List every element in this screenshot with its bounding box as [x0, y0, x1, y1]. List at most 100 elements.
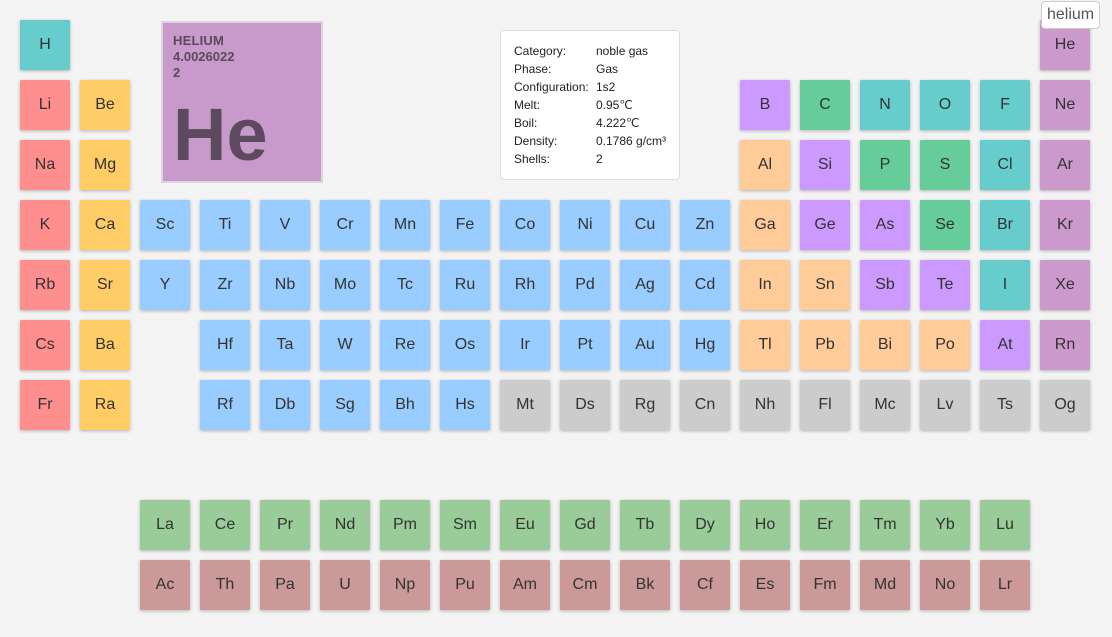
- element-tile-as[interactable]: As: [860, 200, 910, 250]
- element-tile-np[interactable]: Np: [380, 560, 430, 610]
- element-tile-dy[interactable]: Dy: [680, 500, 730, 550]
- element-tile-s[interactable]: S: [920, 140, 970, 190]
- element-tile-co[interactable]: Co: [500, 200, 550, 250]
- element-tile-v[interactable]: V: [260, 200, 310, 250]
- element-tile-w[interactable]: W: [320, 320, 370, 370]
- element-tile-ts[interactable]: Ts: [980, 380, 1030, 430]
- element-tile-cl[interactable]: Cl: [980, 140, 1030, 190]
- element-tile-f[interactable]: F: [980, 80, 1030, 130]
- element-tile-be[interactable]: Be: [80, 80, 130, 130]
- element-tile-ce[interactable]: Ce: [200, 500, 250, 550]
- element-tile-bk[interactable]: Bk: [620, 560, 670, 610]
- element-tile-mt[interactable]: Mt: [500, 380, 550, 430]
- element-tile-cd[interactable]: Cd: [680, 260, 730, 310]
- element-tile-no[interactable]: No: [920, 560, 970, 610]
- element-tile-ge[interactable]: Ge: [800, 200, 850, 250]
- element-tile-al[interactable]: Al: [740, 140, 790, 190]
- element-tile-la[interactable]: La: [140, 500, 190, 550]
- element-tile-cf[interactable]: Cf: [680, 560, 730, 610]
- element-tile-p[interactable]: P: [860, 140, 910, 190]
- element-tile-rb[interactable]: Rb: [20, 260, 70, 310]
- element-tile-nh[interactable]: Nh: [740, 380, 790, 430]
- element-tile-pm[interactable]: Pm: [380, 500, 430, 550]
- element-tile-u[interactable]: U: [320, 560, 370, 610]
- element-tile-rh[interactable]: Rh: [500, 260, 550, 310]
- element-tile-br[interactable]: Br: [980, 200, 1030, 250]
- element-tile-mc[interactable]: Mc: [860, 380, 910, 430]
- element-tile-ar[interactable]: Ar: [1040, 140, 1090, 190]
- element-tile-pa[interactable]: Pa: [260, 560, 310, 610]
- element-tile-yb[interactable]: Yb: [920, 500, 970, 550]
- element-tile-cm[interactable]: Cm: [560, 560, 610, 610]
- element-tile-te[interactable]: Te: [920, 260, 970, 310]
- element-tile-ra[interactable]: Ra: [80, 380, 130, 430]
- element-tile-sc[interactable]: Sc: [140, 200, 190, 250]
- element-tile-ac[interactable]: Ac: [140, 560, 190, 610]
- element-tile-pb[interactable]: Pb: [800, 320, 850, 370]
- element-tile-og[interactable]: Og: [1040, 380, 1090, 430]
- element-tile-sg[interactable]: Sg: [320, 380, 370, 430]
- element-tile-k[interactable]: K: [20, 200, 70, 250]
- element-tile-db[interactable]: Db: [260, 380, 310, 430]
- element-tile-xe[interactable]: Xe: [1040, 260, 1090, 310]
- element-tile-zn[interactable]: Zn: [680, 200, 730, 250]
- element-tile-mn[interactable]: Mn: [380, 200, 430, 250]
- element-tile-pd[interactable]: Pd: [560, 260, 610, 310]
- element-tile-pr[interactable]: Pr: [260, 500, 310, 550]
- element-tile-hs[interactable]: Hs: [440, 380, 490, 430]
- element-tile-fe[interactable]: Fe: [440, 200, 490, 250]
- element-tile-ta[interactable]: Ta: [260, 320, 310, 370]
- element-tile-bi[interactable]: Bi: [860, 320, 910, 370]
- element-tile-rg[interactable]: Rg: [620, 380, 670, 430]
- element-tile-ho[interactable]: Ho: [740, 500, 790, 550]
- element-tile-sb[interactable]: Sb: [860, 260, 910, 310]
- element-tile-cr[interactable]: Cr: [320, 200, 370, 250]
- element-tile-ca[interactable]: Ca: [80, 200, 130, 250]
- element-tile-eu[interactable]: Eu: [500, 500, 550, 550]
- element-tile-ba[interactable]: Ba: [80, 320, 130, 370]
- element-tile-th[interactable]: Th: [200, 560, 250, 610]
- element-tile-sr[interactable]: Sr: [80, 260, 130, 310]
- element-tile-ti[interactable]: Ti: [200, 200, 250, 250]
- element-tile-fl[interactable]: Fl: [800, 380, 850, 430]
- element-tile-pu[interactable]: Pu: [440, 560, 490, 610]
- element-tile-sm[interactable]: Sm: [440, 500, 490, 550]
- element-tile-li[interactable]: Li: [20, 80, 70, 130]
- element-tile-i[interactable]: I: [980, 260, 1030, 310]
- element-tile-ga[interactable]: Ga: [740, 200, 790, 250]
- element-tile-o[interactable]: O: [920, 80, 970, 130]
- element-tile-lv[interactable]: Lv: [920, 380, 970, 430]
- element-tile-y[interactable]: Y: [140, 260, 190, 310]
- element-tile-at[interactable]: At: [980, 320, 1030, 370]
- element-tile-md[interactable]: Md: [860, 560, 910, 610]
- element-tile-fm[interactable]: Fm: [800, 560, 850, 610]
- element-tile-sn[interactable]: Sn: [800, 260, 850, 310]
- element-tile-ds[interactable]: Ds: [560, 380, 610, 430]
- element-tile-nb[interactable]: Nb: [260, 260, 310, 310]
- element-tile-bh[interactable]: Bh: [380, 380, 430, 430]
- element-tile-tb[interactable]: Tb: [620, 500, 670, 550]
- element-tile-es[interactable]: Es: [740, 560, 790, 610]
- element-tile-rn[interactable]: Rn: [1040, 320, 1090, 370]
- element-tile-cu[interactable]: Cu: [620, 200, 670, 250]
- element-tile-ru[interactable]: Ru: [440, 260, 490, 310]
- element-tile-si[interactable]: Si: [800, 140, 850, 190]
- element-tile-gd[interactable]: Gd: [560, 500, 610, 550]
- element-tile-na[interactable]: Na: [20, 140, 70, 190]
- element-tile-b[interactable]: B: [740, 80, 790, 130]
- element-tile-tl[interactable]: Tl: [740, 320, 790, 370]
- element-tile-pt[interactable]: Pt: [560, 320, 610, 370]
- element-tile-os[interactable]: Os: [440, 320, 490, 370]
- element-tile-kr[interactable]: Kr: [1040, 200, 1090, 250]
- element-tile-mg[interactable]: Mg: [80, 140, 130, 190]
- element-tile-nd[interactable]: Nd: [320, 500, 370, 550]
- element-tile-hf[interactable]: Hf: [200, 320, 250, 370]
- element-tile-lu[interactable]: Lu: [980, 500, 1030, 550]
- element-tile-mo[interactable]: Mo: [320, 260, 370, 310]
- element-tile-h[interactable]: H: [20, 20, 70, 70]
- element-tile-ir[interactable]: Ir: [500, 320, 550, 370]
- element-tile-n[interactable]: N: [860, 80, 910, 130]
- element-tile-ni[interactable]: Ni: [560, 200, 610, 250]
- element-tile-po[interactable]: Po: [920, 320, 970, 370]
- element-tile-cn[interactable]: Cn: [680, 380, 730, 430]
